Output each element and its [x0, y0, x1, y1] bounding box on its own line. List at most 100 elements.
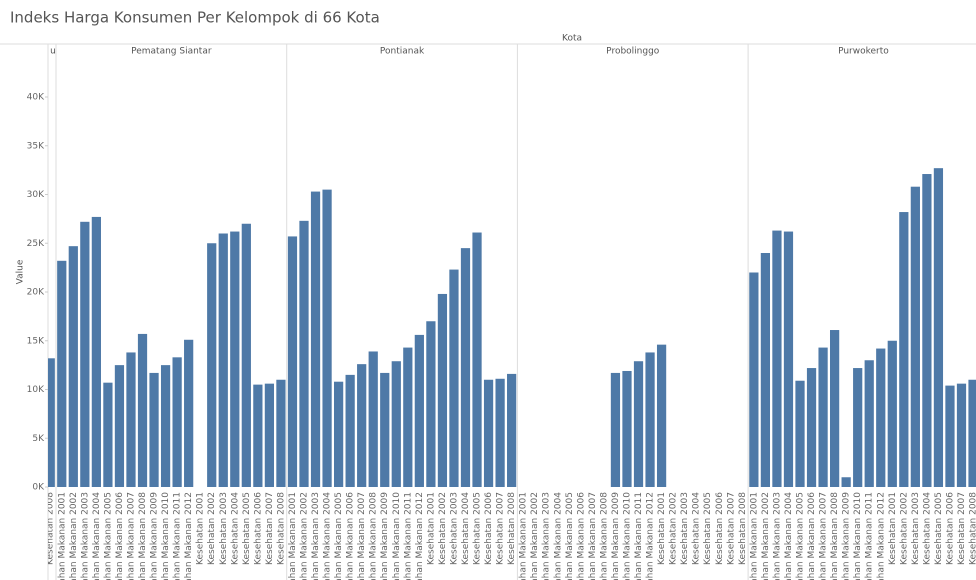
x-tick-label: Kesehatan 2005	[934, 492, 944, 565]
y-tick-label: 10K	[27, 385, 45, 395]
bar	[495, 378, 505, 487]
x-tick-label: Kesehatan 2004	[230, 492, 240, 565]
x-tick-label: Kesehatan 2006	[715, 492, 725, 565]
bar	[48, 358, 55, 487]
x-tick-label: Kesehatan 2007	[957, 492, 967, 565]
bar	[472, 232, 482, 487]
y-tick-label: 40K	[27, 93, 45, 103]
x-tick-label: Kesehatan 2008	[276, 492, 286, 565]
x-tick-label: Kesehatan 2001	[426, 492, 436, 565]
bar	[276, 379, 286, 487]
bar	[207, 243, 217, 487]
x-tick-label: Bahan Makanan 2007	[357, 492, 367, 580]
bar	[449, 269, 459, 487]
bar	[806, 368, 817, 487]
x-tick-label: Kesehatan 2003	[911, 492, 921, 565]
bar	[933, 168, 944, 488]
bar	[656, 344, 667, 487]
x-tick-label: Kesehatan 2002	[899, 492, 909, 565]
x-tick-label: Kesehatan 2006	[484, 492, 494, 565]
bar	[645, 352, 655, 487]
x-tick-label: Kesehatan 2008	[738, 492, 748, 565]
x-tick-label: Kesehatan 2006	[253, 492, 263, 565]
x-tick-label: Bahan Makanan 2012	[184, 492, 194, 580]
x-tick-label: Kesehatan 2004	[692, 492, 702, 565]
x-tick-label: Kesehatan 2007	[726, 492, 736, 565]
bar	[622, 370, 632, 487]
x-tick-label: Kesehatan 2007	[496, 492, 506, 565]
bar	[310, 191, 321, 487]
x-tick-label: Bahan Makanan 2005	[334, 492, 344, 580]
bar	[333, 381, 344, 487]
x-tick-label: Bahan Makanan 2006	[576, 492, 586, 580]
panel-header: u	[50, 47, 56, 57]
x-tick-label: Bahan Makanan 2002	[300, 492, 310, 580]
bar	[910, 186, 920, 487]
y-tick-label: 35K	[27, 141, 45, 151]
bar	[149, 372, 159, 487]
x-tick-label: Bahan Makanan 2002	[69, 492, 79, 580]
x-tick-label: Kesehatan 2008	[969, 492, 976, 565]
bar	[380, 372, 390, 487]
x-tick-label: Bahan Makanan 2003	[311, 492, 321, 580]
bar	[864, 360, 874, 487]
x-tick-label: Kesehatan 2004	[461, 492, 471, 565]
bar	[357, 364, 367, 487]
x-tick-label: Kesehatan 2001	[196, 492, 206, 565]
x-tick-label: Kesehatan 2001	[888, 492, 898, 565]
x-tick-label: Bahan Makanan 2001	[519, 492, 529, 580]
x-tick-label: Bahan Makanan 2005	[103, 492, 113, 580]
x-tick-label: Kesehatan 2001	[657, 492, 667, 565]
bar	[287, 236, 298, 487]
x-tick-label: Kesehatan 2002	[669, 492, 679, 565]
panel-header: Pontianak	[380, 47, 425, 57]
x-tick-label: Bahan Makanan 2009	[150, 492, 160, 580]
x-tick-label: Bahan Makanan 2009	[611, 492, 621, 580]
y-tick-label: 0K	[32, 483, 45, 493]
bar	[172, 357, 182, 487]
x-tick-label: Bahan Makanan 2007	[126, 492, 136, 580]
bar	[68, 246, 78, 487]
bar	[403, 347, 413, 487]
x-tick-label: Kesehatan 2003	[449, 492, 459, 565]
bar	[772, 230, 782, 487]
bar	[437, 293, 448, 487]
x-tick-label: Bahan Makanan 2012	[876, 492, 886, 580]
bar	[253, 384, 263, 487]
x-tick-label: Bahan Makanan 2001	[57, 492, 67, 580]
bar	[853, 368, 863, 487]
x-tick-label: Bahan Makanan 2003	[542, 492, 552, 580]
bar	[137, 333, 148, 487]
x-tick-label: Bahan Makanan 2006	[807, 492, 817, 580]
x-tick-label: Kesehatan 2005	[242, 492, 252, 565]
x-tick-label: Bahan Makanan 2004	[784, 492, 794, 580]
y-axis-label: Value	[16, 259, 26, 284]
x-tick-label: Bahan Makanan 2008	[369, 492, 379, 580]
x-tick-label: Bahan Makanan 2008	[138, 492, 148, 580]
bar	[956, 383, 967, 487]
bar	[345, 374, 355, 487]
x-tick-label: Bahan Makanan 2010	[392, 492, 402, 580]
x-tick-label: Bahan Makanan 2005	[565, 492, 575, 580]
y-tick-label: 30K	[27, 190, 45, 200]
x-tick-label: Kesehatan 2003	[680, 492, 690, 565]
x-tick-label: Kesehatan 2005	[703, 492, 713, 565]
bar	[91, 216, 101, 488]
bar	[264, 383, 275, 487]
bar	[760, 253, 771, 487]
x-tick-label: Bahan Makanan 2011	[865, 492, 875, 580]
bar	[57, 260, 67, 487]
bar	[507, 373, 517, 487]
column-header: Kota	[562, 34, 582, 44]
x-tick-label: Kesehatan 2007	[265, 492, 275, 565]
x-tick-label: Bahan Makanan 2002	[530, 492, 540, 580]
bar	[368, 351, 378, 487]
x-tick-label: Kesehatan 2003	[219, 492, 229, 565]
bar	[829, 330, 840, 487]
x-tick-label: Bahan Makanan 2003	[772, 492, 782, 580]
bar	[114, 365, 125, 487]
bar	[968, 379, 976, 487]
bar	[876, 348, 886, 487]
